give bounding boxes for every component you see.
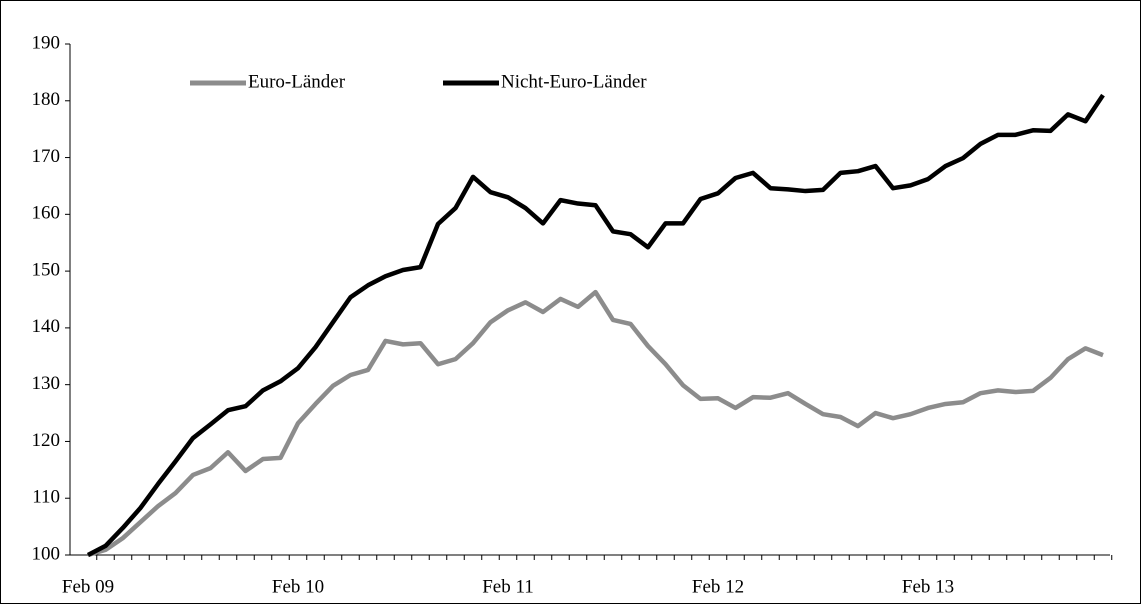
y-tick-label: 170 (32, 146, 61, 167)
legend: Euro-Länder Nicht-Euro-Länder (190, 71, 647, 92)
y-tick-label: 100 (32, 543, 61, 564)
y-tick-label: 140 (32, 316, 61, 337)
y-tick-label: 180 (32, 89, 61, 110)
x-tick-label: Feb 10 (272, 576, 324, 597)
series-line (86, 93, 1105, 557)
y-tick-label: 130 (32, 373, 61, 394)
x-tick-label: Feb 11 (482, 576, 534, 597)
y-tick-label: 190 (32, 32, 61, 53)
y-tick-label: 160 (32, 203, 61, 224)
x-tick-label: Feb 13 (902, 576, 954, 597)
y-tick-label: 120 (32, 430, 61, 451)
x-tick-label: Feb 09 (62, 576, 114, 597)
series-line (87, 289, 1104, 558)
y-tick-label: 150 (32, 259, 61, 280)
x-tick-label: Feb 12 (692, 576, 744, 597)
legend-label: Euro-Länder (248, 71, 346, 92)
y-tick-label: 110 (32, 487, 60, 508)
legend-label: Nicht-Euro-Länder (501, 71, 647, 92)
